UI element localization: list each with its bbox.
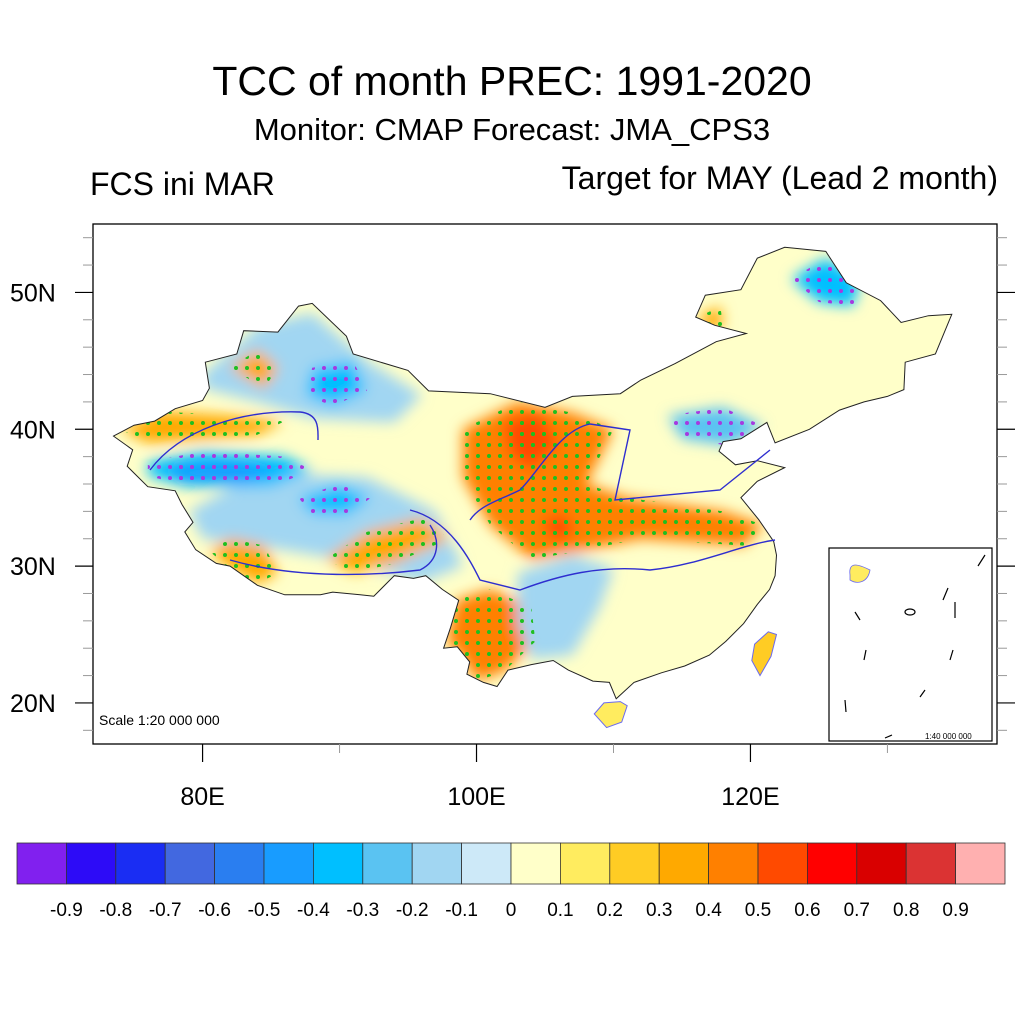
colorbar-label: 0.9 [942,900,968,921]
left-string-init-month: FCS ini MAR [90,166,275,202]
colorbar-box [560,842,611,885]
colorbar-label: -0.6 [198,900,231,921]
colorbar-box [807,842,858,885]
colorbar-label: -0.4 [297,900,330,921]
taiwan-island [751,631,778,677]
colorbar-label: 0.6 [794,900,820,921]
hainan-island [593,701,628,729]
right-string-target: Target for MAY (Lead 2 month) [561,160,998,196]
colorbar-box [115,842,166,885]
significance-stipple-qaidam-blue [298,484,371,516]
lat-tick-label: 40N [10,416,56,444]
tarim-river [149,411,319,471]
colorbar-box [164,842,215,885]
colorbar-label: 0.7 [844,900,870,921]
colorbar-label: 0.8 [893,900,919,921]
inset-scale-label: 1:40 000 000 [925,732,972,741]
lat-tick-label: 30N [10,553,56,581]
contour-region-xinjiang-north-light-blue [202,312,422,423]
coastline-and-borders [112,246,953,729]
colorbar [16,842,1006,885]
colorbar-box [66,842,117,885]
colorbar-label: -0.1 [445,900,478,921]
colorbar-label: 0 [506,900,517,921]
colorbar-box [708,842,759,885]
colorbar-label: 0.1 [547,900,573,921]
colorbar-box [658,842,710,885]
lat-tick-label: 20N [10,690,56,718]
colorbar-label: -0.7 [149,900,182,921]
colorbar-box [510,842,561,885]
colorbar-labels: -0.9 -0.8 -0.7 -0.6 -0.5 -0.4 -0.3 -0.2 -0.1 0 0.1… [50,900,969,921]
yangtze-river [409,509,776,591]
yellow-river [469,423,771,521]
colorbar-box [905,842,957,885]
lon-tick-label: 120E [721,783,779,811]
lon-tick-label: 100E [447,783,505,811]
colorbar-box [263,842,314,885]
axis-ticks [75,237,1015,762]
colorbar-label: -0.2 [396,900,429,921]
significance-stipple-tarim-core [168,462,278,483]
lat-tick-label: 50N [10,279,56,307]
colorbar-label: -0.9 [50,900,83,921]
china-boundary [112,246,953,700]
colorbar-box [214,842,265,885]
significance-stipple-yunnan-orange [446,589,536,682]
colorbar-box [955,842,1006,885]
colorbar-label: 0.2 [597,900,623,921]
colorbar-box [362,842,413,885]
colorbar-label: -0.8 [99,900,132,921]
colorbar-label: -0.5 [248,900,281,921]
significance-stipple-tianshan-blue [305,360,367,406]
colorbar-label: 0.3 [646,900,672,921]
yarlung-river [229,524,438,576]
colorbar-label: 0.4 [695,900,722,921]
chart-subtitle: Monitor: CMAP Forecast: JMA_CPS3 [253,112,771,147]
colorbar-box [16,842,67,885]
lon-tick-label: 80E [180,783,224,811]
significance-stipple-dzungaria-orange [230,349,278,389]
map-scale-label: Scale 1:20 000 000 [99,712,220,728]
south-china-sea-inset: 1:40 000 000 [828,547,993,742]
chart-title: TCC of month PREC: 1991-2020 [212,58,812,104]
contour-region-south-china-light-blue [517,555,614,660]
colorbar-box [312,842,364,885]
colorbar-label: 0.5 [745,900,771,921]
significance-stipple-loess-core [503,412,559,471]
colorbar-box [856,842,907,885]
colorbar-label: -0.3 [346,900,379,921]
axis-labels: 50N 40N 30N 20N 80E 100E 120E [10,279,780,811]
colorbar-box [609,842,660,885]
colorbar-box [757,842,808,885]
significance-stipple-north-xinjiang-orange [120,411,285,443]
colorbar-box [411,842,463,885]
significance-stipple-south-tibet-orange [209,538,278,584]
significance-stipple-bohai-blue [668,407,765,446]
significance-stipple-sichuan-core [540,514,576,542]
colorbar-box [461,842,512,885]
significance-stipple-tibet-east-orange [325,518,450,573]
